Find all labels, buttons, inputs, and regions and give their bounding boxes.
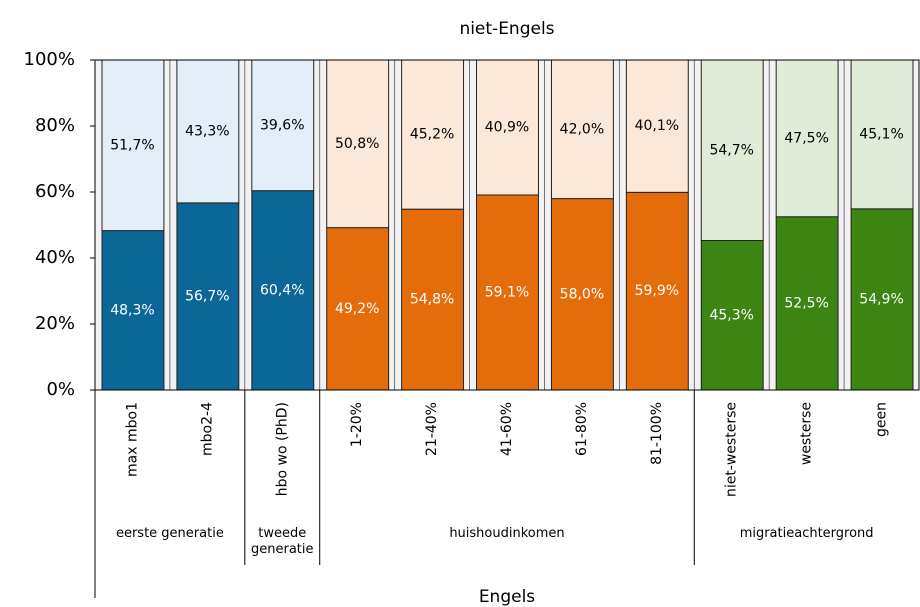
y-tick-label: 20% bbox=[35, 313, 75, 334]
bar-segment bbox=[700, 59, 764, 242]
value-label: 52,5% bbox=[784, 295, 828, 311]
bar-segment bbox=[850, 59, 914, 210]
x-tick-label: mbo2-4 bbox=[199, 402, 215, 456]
x-tick-label: 41-60% bbox=[499, 402, 515, 456]
x-tick-label: 81-100% bbox=[649, 402, 665, 465]
value-label: 42,0% bbox=[560, 121, 604, 137]
value-label: 59,9% bbox=[635, 283, 679, 299]
x-tick-label: 1-20% bbox=[349, 402, 365, 447]
bar-segment bbox=[550, 198, 614, 391]
y-tick-label: 60% bbox=[35, 181, 75, 202]
bar-segment bbox=[251, 59, 315, 192]
value-label: 54,8% bbox=[410, 292, 454, 308]
y-tick-label: 0% bbox=[46, 379, 75, 400]
y-tick-label: 80% bbox=[35, 115, 75, 136]
value-label: 40,1% bbox=[635, 118, 679, 134]
value-label: 39,6% bbox=[260, 117, 304, 133]
bar-segment bbox=[401, 208, 465, 391]
x-tick-label: geen bbox=[874, 402, 890, 437]
value-label: 43,3% bbox=[185, 123, 229, 139]
value-label: 54,9% bbox=[859, 291, 903, 307]
x-tick-label: 21-40% bbox=[424, 402, 440, 456]
bottom-series-label: Engels bbox=[479, 587, 535, 607]
value-label: 45,3% bbox=[709, 307, 753, 323]
bar-segment bbox=[176, 202, 240, 391]
bar-segment bbox=[850, 208, 914, 391]
y-tick-label: 40% bbox=[35, 247, 75, 268]
value-label: 58,0% bbox=[560, 286, 604, 302]
bar-segment bbox=[625, 59, 689, 193]
value-label: 48,3% bbox=[110, 302, 154, 318]
x-tick-label: hbo wo (PhD) bbox=[274, 402, 290, 496]
bar-segment bbox=[700, 240, 764, 391]
value-label: 60,4% bbox=[260, 282, 304, 298]
group-label: eerste generatie bbox=[115, 526, 224, 541]
value-label: 45,1% bbox=[859, 126, 903, 142]
bar-segment bbox=[625, 191, 689, 391]
y-tick-label: 100% bbox=[24, 49, 75, 70]
value-label: 49,2% bbox=[335, 301, 379, 317]
group-label: tweede generatie bbox=[251, 526, 314, 557]
bar-segment bbox=[476, 194, 539, 391]
bar-segment bbox=[550, 59, 614, 200]
bar-segment bbox=[176, 59, 240, 204]
bar-segment bbox=[401, 59, 465, 210]
x-tick-label: max mbo1 bbox=[124, 402, 140, 477]
value-label: 59,1% bbox=[485, 284, 529, 300]
bar-segment bbox=[101, 59, 165, 232]
value-label: 47,5% bbox=[784, 130, 828, 146]
bar-segment bbox=[326, 227, 390, 391]
x-tick-label: westerse bbox=[799, 402, 815, 465]
value-label: 50,8% bbox=[335, 136, 379, 152]
x-tick-label: niet-westerse bbox=[724, 402, 740, 497]
value-label: 45,2% bbox=[410, 127, 454, 143]
bar-segment bbox=[326, 59, 390, 229]
bar-segment bbox=[775, 59, 839, 218]
top-series-label: niet-Engels bbox=[459, 19, 554, 39]
x-tick-label: 61-80% bbox=[574, 402, 590, 456]
value-label: 54,7% bbox=[709, 142, 753, 158]
value-label: 40,9% bbox=[485, 119, 529, 135]
group-label: huishoudinkomen bbox=[449, 526, 565, 541]
value-label: 51,7% bbox=[110, 137, 154, 153]
group-label: migratieachtergrond bbox=[739, 526, 874, 541]
bar-segment bbox=[476, 59, 539, 196]
value-label: 56,7% bbox=[185, 288, 229, 304]
